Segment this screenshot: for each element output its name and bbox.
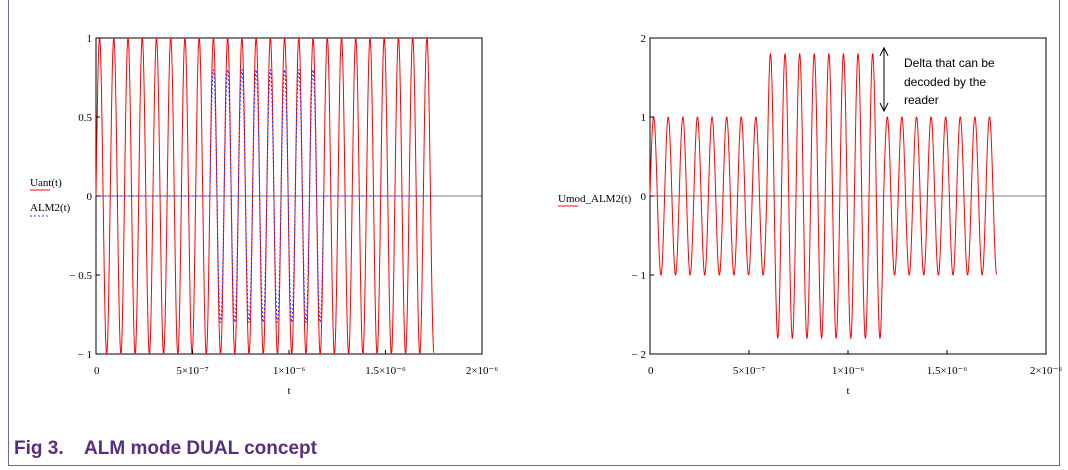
figure-canvas: 1 0.5 0 − 0.5 − 1 0 5×10⁻⁷ 1×10⁻⁶ 1.5×10⁻⁶ 2×10⁻… [30,33,1062,397]
x-tick-label: 0 [648,365,654,377]
y-tick-label: 1 [87,33,93,45]
y-ticks-right: 2 1 0 − 1 − 2 [632,33,654,361]
delta-annotation-line-3: reader [904,93,939,107]
x-ticks-left: 0 5×10⁻⁷ 1×10⁻⁶ 1.5×10⁻⁶ 2×10⁻⁶ [94,350,498,377]
x-tick-label: 5×10⁻⁷ [733,365,766,377]
chart-right: 210− 1− 2 0 5×10⁻⁷ 1×10⁻⁶ 1.5×10⁻⁶ 2×10⁻⁶ t … [558,33,1062,397]
y-tick-label: − 1 [78,349,92,361]
x-tick-label: 2×10⁻⁶ [1030,365,1063,377]
y-tick-label: 1 [641,112,647,124]
legend-label-umod: Umod_ALM2(t) [558,193,632,205]
x-tick-label: 2×10⁻⁶ [466,365,499,377]
delta-annotation-line-2: decoded by the [904,75,986,89]
x-axis-label-right: t [846,385,849,397]
y-tick-label: 0.5 [78,112,92,124]
delta-annotation: Delta that can be decoded by the reader [879,46,995,113]
figure-caption: Fig 3. ALM mode DUAL concept [14,438,317,459]
legend-right: Umod_ALM2(t) [558,193,632,207]
plot-area-right: 2 1 0 − 1 − 2 0 5×10⁻⁷ 1×10⁻⁶ 1.5×10⁻⁶ 2×10⁻⁶ [632,33,1063,377]
y-tick-label: 2 [641,33,647,45]
y-tick-label: − 2 [632,349,646,361]
y-tick-label: − 1 [632,270,646,282]
x-tick-label: 1×10⁻⁶ [832,365,865,377]
x-tick-label: 0 [94,365,100,377]
x-tick-label: 1.5×10⁻⁶ [365,365,406,377]
series-layer-left [95,37,435,355]
series-uant-t [95,37,435,355]
delta-arrowhead-bottom [879,102,889,113]
series-umod-alm2-t [649,52,997,340]
series-alm2-t [96,68,434,324]
x-axis-label-left: t [287,385,290,397]
plot-area-left: 1 0.5 0 − 0.5 − 1 0 5×10⁻⁷ 1×10⁻⁶ 1.5×10⁻⁶ 2×10⁻… [69,33,498,377]
legend-label-uant: Uant(t) [30,177,62,189]
x-tick-label: 5×10⁻⁷ [176,365,209,377]
chart-left: 1 0.5 0 − 0.5 − 1 0 5×10⁻⁷ 1×10⁻⁶ 1.5×10⁻⁶ 2×10⁻… [30,33,498,397]
x-tick-label: 1.5×10⁻⁶ [927,365,968,377]
y-ticks-left: 1 0.5 0 − 0.5 − 1 [69,33,100,361]
x-tick-label: 1×10⁻⁶ [273,365,306,377]
y-tick-label: 0 [87,191,93,203]
legend-left: Uant(t) ALM2(t) [30,177,71,217]
series-layer-right [649,52,997,340]
delta-arrowhead-top [879,46,889,57]
legend-label-alm2: ALM2(t) [30,202,71,214]
y-tick-label: 0 [641,191,647,203]
figure-frame [8,0,1060,466]
y-tick-label: − 0.5 [69,270,92,282]
delta-annotation-line-1: Delta that can be [904,56,995,70]
x-ticks-right: 0 5×10⁻⁷ 1×10⁻⁶ 1.5×10⁻⁶ 2×10⁻⁶ [648,350,1062,377]
